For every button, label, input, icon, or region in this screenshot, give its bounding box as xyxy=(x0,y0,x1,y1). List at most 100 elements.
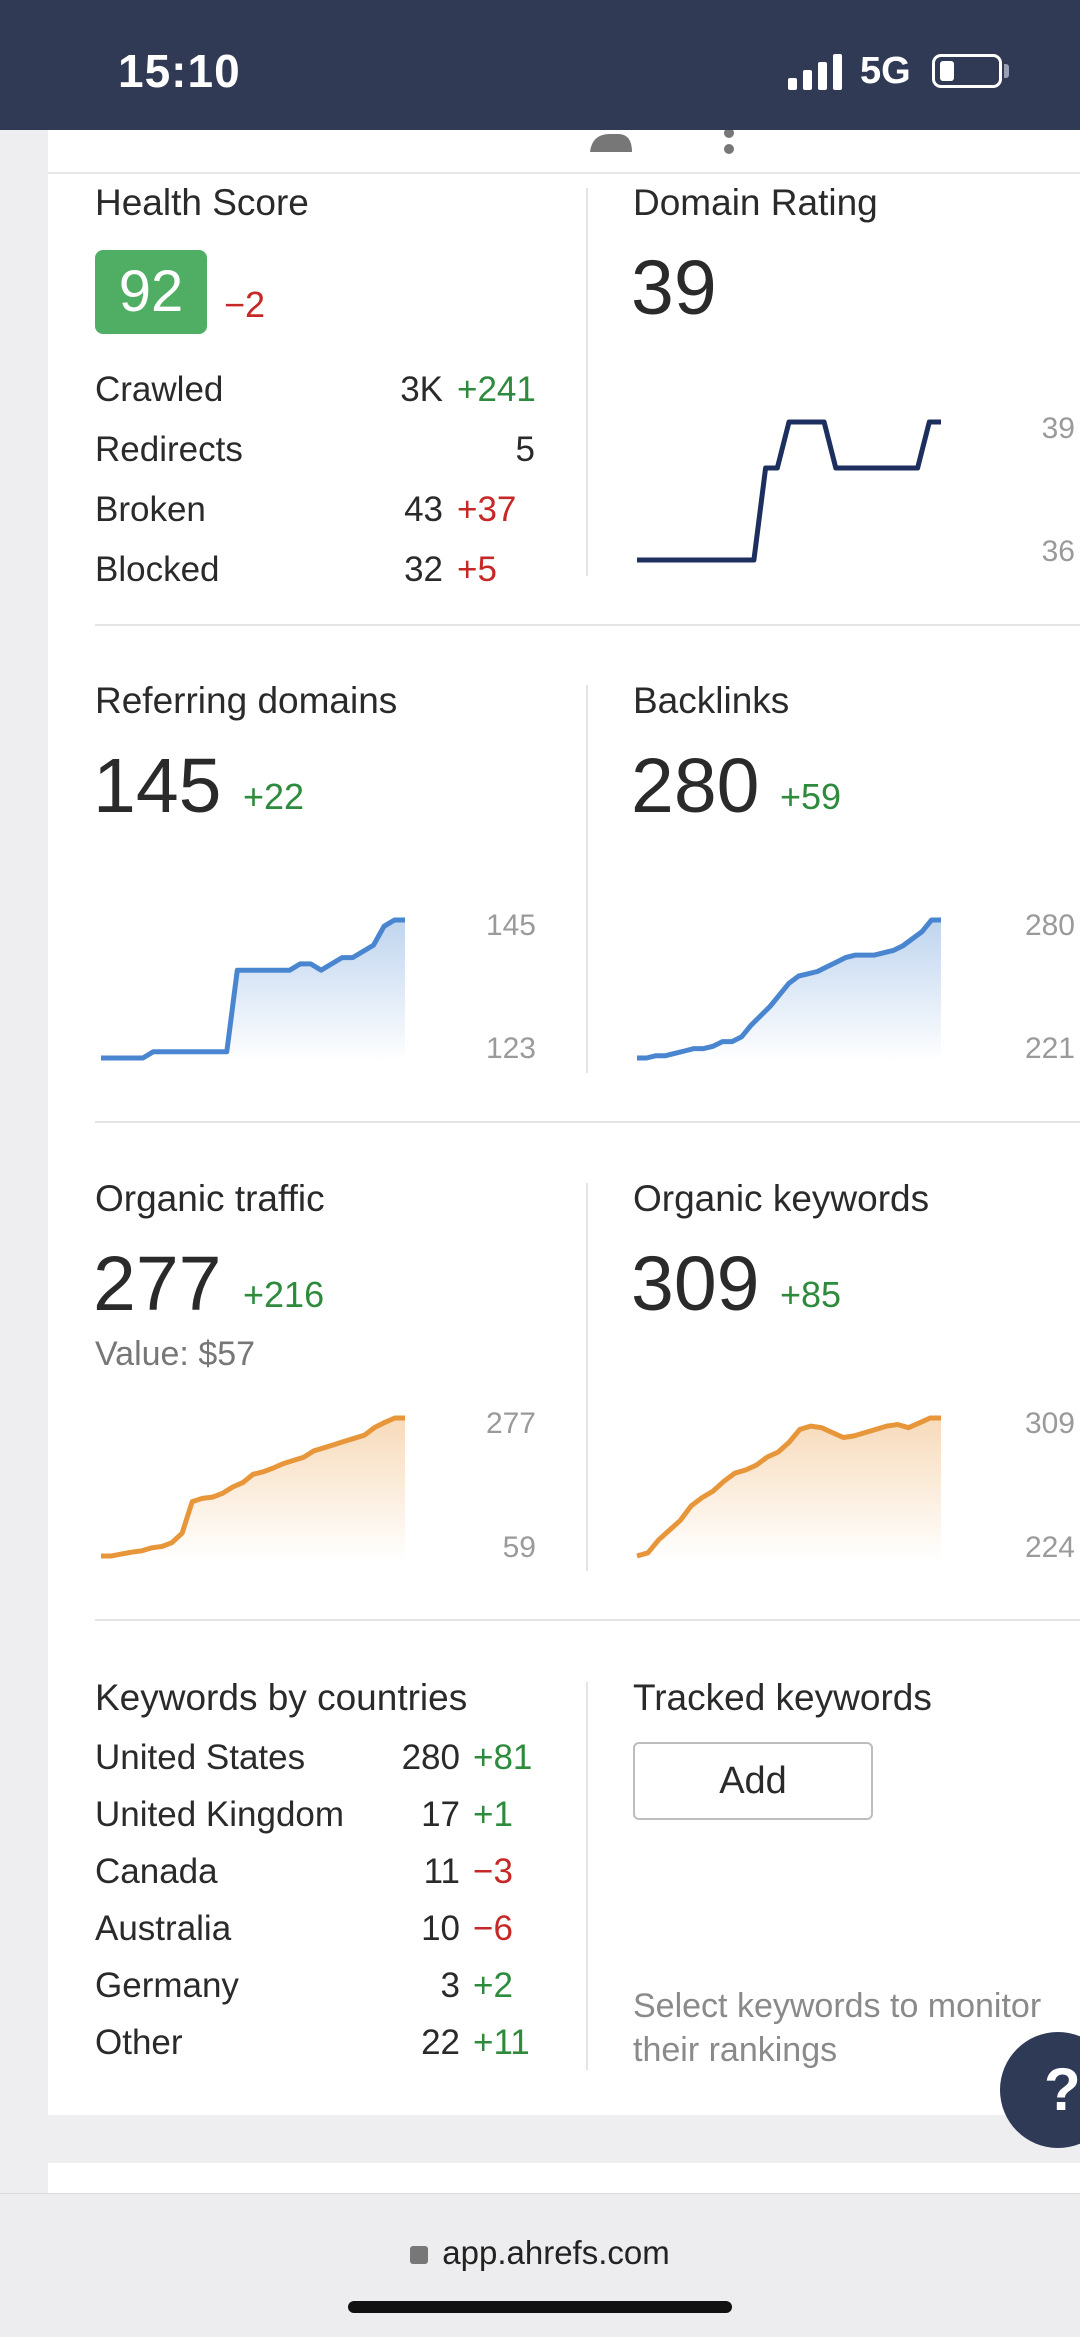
backlinks-value: 280 xyxy=(631,743,760,829)
health-row-label: Blocked xyxy=(95,550,220,589)
health-row[interactable]: Redirects 5 xyxy=(95,430,535,480)
health-row-value: 5 xyxy=(515,430,535,469)
row-divider xyxy=(95,1619,1080,1621)
organic-keywords-value: 309 xyxy=(631,1241,760,1327)
address-bar[interactable]: app.ahrefs.com xyxy=(0,2234,1080,2272)
country-value: 3 xyxy=(440,1966,460,2005)
column-divider xyxy=(586,685,588,1073)
chart-line xyxy=(637,419,941,563)
organic-traffic-value: 277 xyxy=(93,1241,222,1327)
status-bar: 15:10 5G xyxy=(0,0,1080,130)
organic-traffic-axis-min: 59 xyxy=(502,1531,536,1564)
country-delta: +81 xyxy=(473,1738,533,1777)
health-row-delta: +37 xyxy=(457,490,517,529)
country-name: United States xyxy=(95,1738,306,1777)
next-card xyxy=(48,2163,1080,2193)
country-value: 11 xyxy=(423,1852,460,1891)
country-value: 280 xyxy=(401,1738,460,1777)
organic-traffic-axis-max: 277 xyxy=(485,1407,536,1440)
chart-area xyxy=(637,920,941,1062)
backlinks-chart xyxy=(637,917,941,1062)
country-row[interactable]: United States 280 +81 xyxy=(95,1738,535,1788)
health-row-delta: +241 xyxy=(457,370,536,409)
organic-keywords-axis-max: 309 xyxy=(1024,1407,1075,1440)
health-row[interactable]: Crawled 3K +241 xyxy=(95,370,536,420)
health-row-value: 3K xyxy=(400,370,443,409)
column-divider xyxy=(586,1183,588,1571)
country-value: 10 xyxy=(421,1909,460,1948)
country-row[interactable]: Other 22 +11 xyxy=(95,2023,535,2073)
country-value: 17 xyxy=(421,1795,460,1834)
chart-area xyxy=(101,920,405,1062)
organic-keywords-title[interactable]: Organic keywords xyxy=(633,1178,930,1219)
row-divider xyxy=(95,624,1080,626)
country-delta: −3 xyxy=(473,1852,513,1891)
network-label: 5G xyxy=(860,50,911,92)
organic-traffic-chart xyxy=(101,1415,405,1560)
chart-area xyxy=(637,1418,941,1560)
browser-bottom-bar: app.ahrefs.com xyxy=(0,2193,1080,2337)
health-score-badge: 92 xyxy=(95,250,207,334)
chart-line xyxy=(636,1415,941,1559)
health-row[interactable]: Blocked 32 +5 xyxy=(95,550,535,600)
organic-keywords-axis-min: 224 xyxy=(1024,1531,1075,1564)
country-delta: +2 xyxy=(473,1966,513,2005)
country-name: Germany xyxy=(95,1966,239,2005)
country-name: Canada xyxy=(95,1852,218,1891)
domain-rating-axis-max: 39 xyxy=(1041,412,1075,445)
referring-domains-delta: +22 xyxy=(243,776,305,817)
country-delta: +11 xyxy=(473,2023,530,2062)
domain-rating-title[interactable]: Domain Rating xyxy=(633,182,878,223)
health-row-value: 43 xyxy=(404,490,443,529)
country-delta: +1 xyxy=(473,1795,513,1834)
top-partial-icons xyxy=(590,130,734,154)
status-time: 15:10 xyxy=(118,45,241,97)
add-tracked-keywords-button[interactable]: Add xyxy=(633,1742,873,1820)
backlinks-title[interactable]: Backlinks xyxy=(633,680,790,721)
health-score-title[interactable]: Health Score xyxy=(95,182,309,223)
referring-domains-chart xyxy=(101,917,405,1062)
country-name: Other xyxy=(95,2023,183,2062)
home-indicator[interactable] xyxy=(348,2301,732,2313)
referring-domains-axis-min: 123 xyxy=(485,1032,536,1065)
country-name: United Kingdom xyxy=(95,1795,345,1834)
health-row[interactable]: Broken 43 +37 xyxy=(95,490,535,540)
chart-area xyxy=(101,1418,405,1560)
tracked-keywords-hint: Select keywords to monitor their ranking… xyxy=(633,1987,1042,2069)
country-row[interactable]: Canada 11 −3 xyxy=(95,1852,535,1902)
battery-icon xyxy=(932,54,1002,88)
battery-tip xyxy=(1004,64,1009,78)
referring-domains-axis-max: 145 xyxy=(485,909,536,942)
keywords-by-countries-title[interactable]: Keywords by countries xyxy=(95,1677,468,1718)
organic-traffic-delta: +216 xyxy=(243,1274,325,1315)
health-row-label: Crawled xyxy=(95,370,224,409)
backlinks-axis-min: 221 xyxy=(1024,1032,1075,1065)
country-name: Australia xyxy=(95,1909,232,1948)
url-text: app.ahrefs.com xyxy=(442,2234,670,2271)
signal-icon xyxy=(788,54,842,90)
country-row[interactable]: United Kingdom 17 +1 xyxy=(95,1795,535,1845)
chart-line xyxy=(101,917,405,1061)
health-row-label: Redirects xyxy=(95,430,243,469)
domain-rating-value: 39 xyxy=(631,245,717,331)
column-divider xyxy=(586,188,588,576)
country-row[interactable]: Germany 3 +2 xyxy=(95,1966,535,2016)
referring-domains-title[interactable]: Referring domains xyxy=(95,680,398,721)
tracked-keywords-title[interactable]: Tracked keywords xyxy=(633,1677,932,1718)
backlinks-delta: +59 xyxy=(780,776,842,817)
domain-rating-chart xyxy=(637,419,941,563)
row-divider xyxy=(95,1121,1080,1123)
organic-traffic-value-label: Value: $57 xyxy=(95,1335,256,1373)
country-value: 22 xyxy=(421,2023,460,2062)
chart-line xyxy=(637,917,941,1061)
organic-keywords-chart xyxy=(636,1415,941,1560)
organic-keywords-delta: +85 xyxy=(780,1274,842,1315)
health-row-value: 32 xyxy=(404,550,443,589)
referring-domains-value: 145 xyxy=(93,743,222,829)
health-row-label: Broken xyxy=(95,490,206,529)
organic-traffic-title[interactable]: Organic traffic xyxy=(95,1178,325,1219)
health-score-delta: −2 xyxy=(224,284,266,325)
domain-rating-axis-min: 36 xyxy=(1041,535,1075,568)
country-row[interactable]: Australia 10 −6 xyxy=(95,1909,535,1959)
chart-line xyxy=(101,1415,405,1559)
